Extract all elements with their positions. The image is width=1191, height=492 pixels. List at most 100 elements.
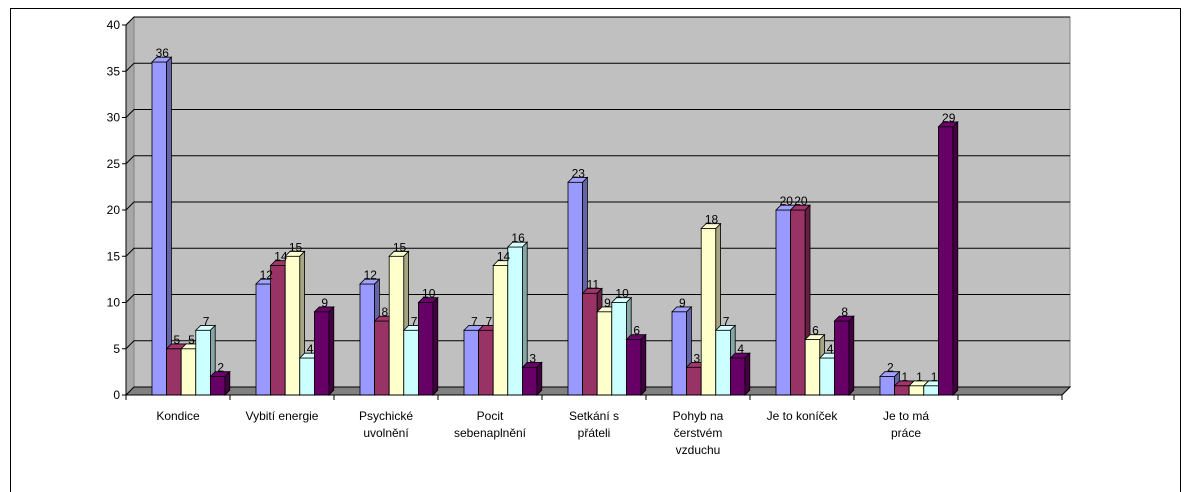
data-label: 12 [260, 268, 274, 282]
bar-side [640, 333, 647, 396]
x-tick-label: Pohyb na čerstvém vzduchu [673, 409, 724, 457]
y-tick-label: 30 [107, 111, 121, 125]
data-label: 18 [705, 213, 719, 227]
bar-front [775, 209, 792, 396]
x-tick-label-line: čerstvém [674, 426, 723, 440]
gridline [125, 340, 1070, 350]
x-tick-label-line: Je to má [883, 409, 929, 423]
bar-front [374, 320, 390, 396]
bar-side [744, 352, 751, 396]
bar-front [195, 329, 211, 396]
gridline [125, 16, 1070, 26]
x-tick-label-line: Setkání s [569, 409, 619, 423]
data-label: 15 [289, 240, 303, 254]
y-tick-label: 5 [113, 342, 120, 356]
data-label: 7 [203, 314, 210, 328]
bar-front [894, 385, 910, 396]
data-label: 6 [633, 324, 640, 338]
bar-front [507, 246, 523, 396]
data-label: 5 [188, 333, 195, 347]
x-tick-label-line: Kondice [156, 409, 200, 423]
x-tick-label: Psychické uvolnění [359, 409, 413, 440]
x-tick-label-line: uvolnění [363, 426, 409, 440]
data-label: 6 [812, 324, 819, 338]
x-tick-label-line: Je to koníček [767, 409, 839, 423]
bar-front [790, 209, 806, 396]
bar [313, 305, 335, 396]
bar-side [536, 361, 543, 396]
bar-front [567, 181, 584, 396]
data-label: 12 [364, 268, 378, 282]
bar-front [522, 366, 538, 396]
bar-front [403, 329, 419, 396]
data-label: 16 [511, 231, 525, 245]
bar-front [834, 320, 850, 396]
data-label: 10 [422, 287, 436, 301]
bar [151, 56, 173, 396]
bar [417, 296, 439, 396]
bar-front [686, 366, 702, 396]
bar-front [804, 339, 821, 396]
x-tick-label: Pocit sebenaplnění [454, 409, 527, 440]
bar-front [284, 255, 301, 396]
bar-front [700, 228, 717, 396]
x-tick-label: Vybití energie [246, 409, 319, 423]
y-tick-label: 20 [107, 203, 121, 217]
x-tick-label: Je to má práce [883, 409, 929, 440]
data-label: 2 [217, 361, 224, 375]
bar-front [626, 339, 642, 396]
x-tick-label-line: přáteli [578, 426, 611, 440]
data-label: 9 [321, 296, 328, 310]
bar [521, 361, 543, 396]
chart-frame [10, 8, 1181, 492]
axes [122, 24, 1063, 400]
y-tick-label: 15 [107, 249, 121, 263]
bar-front [671, 311, 688, 396]
data-label: 3 [694, 351, 701, 365]
y-tick-label: 35 [107, 64, 121, 78]
x-tick-label-line: vzduchu [676, 443, 721, 457]
bar-front [730, 357, 746, 396]
data-label: 7 [411, 314, 418, 328]
y-tick-label: 10 [107, 296, 121, 310]
bar-front [715, 329, 731, 396]
gridline [125, 247, 1070, 257]
bar-front [151, 61, 168, 396]
bar-front [359, 283, 376, 396]
data-label: 11 [587, 277, 600, 291]
data-label: 10 [615, 287, 629, 301]
x-tick-label-line: Pohyb na [673, 409, 724, 423]
bar-front [492, 265, 509, 396]
gridline [125, 155, 1070, 165]
bar-front [923, 385, 939, 396]
bar [388, 250, 410, 396]
gridlines [125, 16, 1070, 350]
bar [506, 241, 529, 396]
bar-front [313, 311, 330, 396]
data-label: 20 [794, 194, 808, 208]
bar [833, 315, 855, 396]
y-tick-label: 40 [107, 18, 121, 32]
y-tick-label: 0 [113, 388, 120, 402]
data-label: 4 [827, 342, 834, 356]
bar-front [180, 348, 197, 396]
bar-front [463, 329, 480, 396]
data-label: 5 [174, 333, 181, 347]
bar-front [270, 265, 286, 396]
data-label: 7 [471, 314, 478, 328]
data-label: 14 [274, 250, 288, 264]
bar-front [478, 329, 494, 396]
bars [151, 56, 959, 396]
data-label: 4 [737, 342, 744, 356]
data-label: 7 [723, 314, 730, 328]
bar-front [209, 376, 226, 396]
x-tick-label-line: Vybití energie [246, 409, 319, 423]
x-tick-label-line: Psychické [359, 409, 413, 423]
data-label: 20 [780, 194, 794, 208]
data-label: 23 [572, 166, 586, 180]
bar-front [166, 348, 182, 396]
bar-front [611, 302, 627, 396]
bar [937, 120, 959, 396]
bar-side [432, 296, 439, 396]
